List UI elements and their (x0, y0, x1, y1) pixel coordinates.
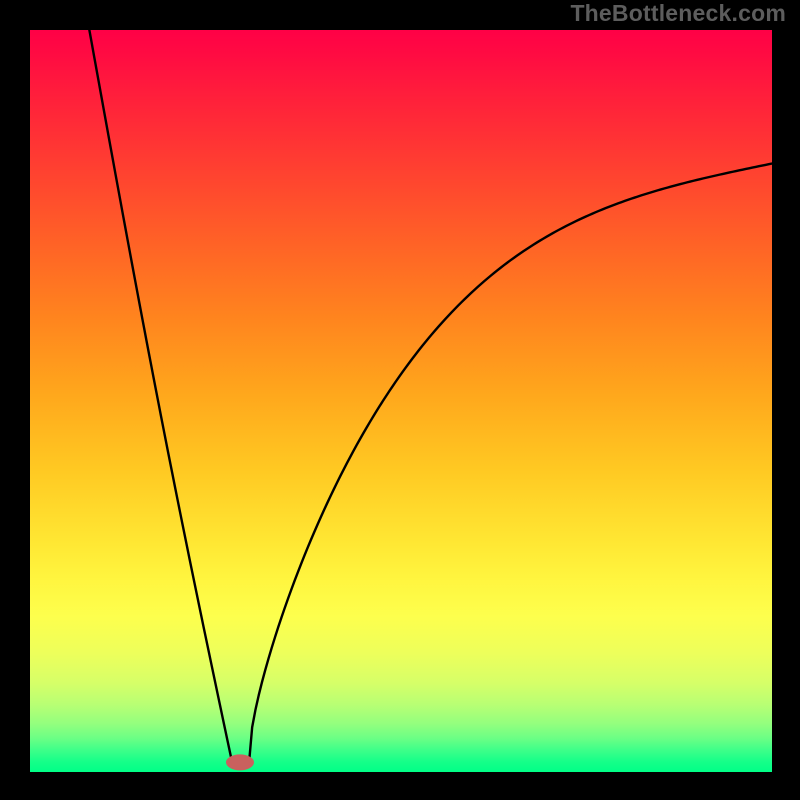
watermark-text: TheBottleneck.com (570, 0, 786, 27)
plot-area (30, 30, 772, 772)
figure-outer: TheBottleneck.com (0, 0, 800, 800)
chart-svg (30, 30, 772, 772)
vertex-marker (226, 754, 254, 770)
gradient-background (30, 30, 772, 772)
